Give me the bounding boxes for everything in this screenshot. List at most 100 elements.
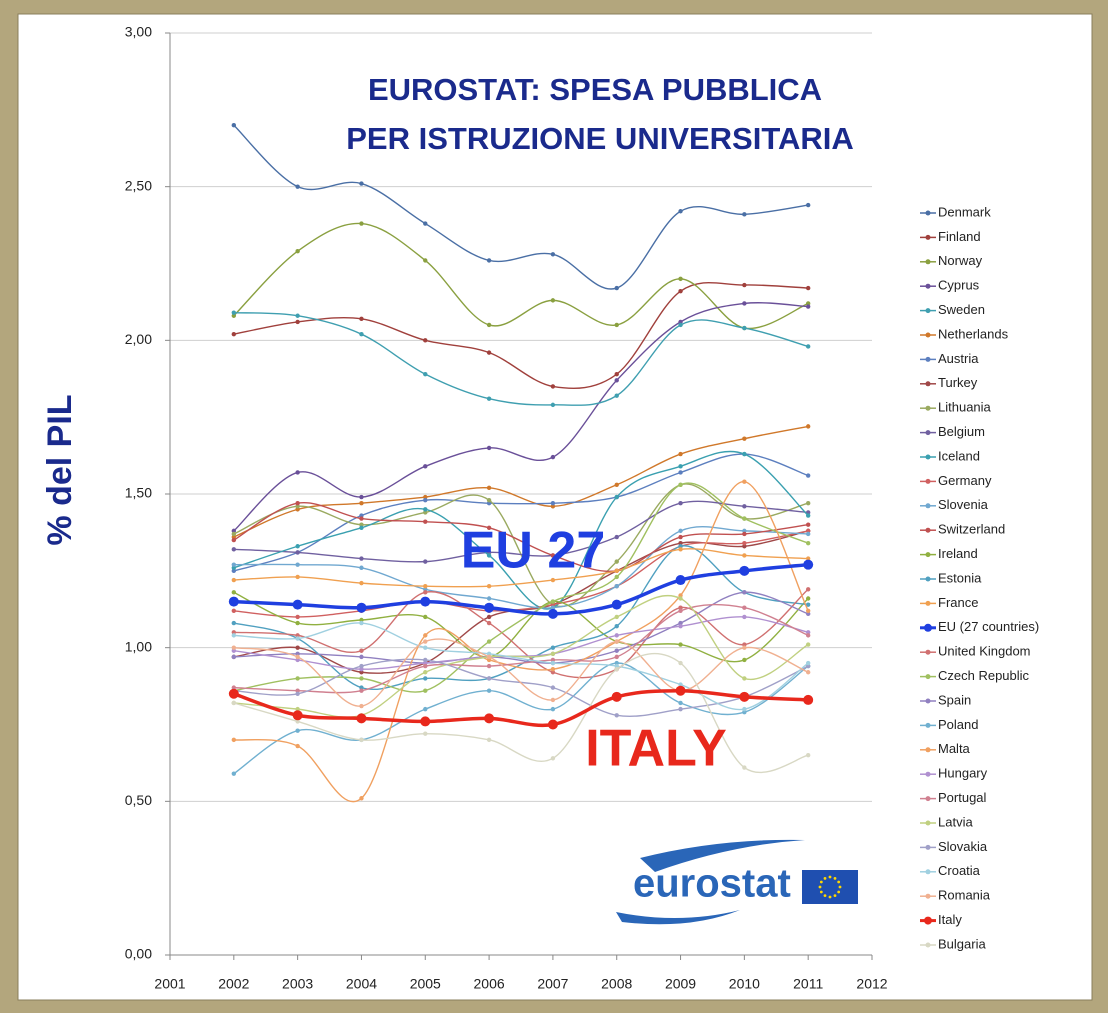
legend-label: Ireland <box>938 546 978 561</box>
legend-marker <box>925 942 931 948</box>
point <box>231 737 237 743</box>
legend-label: Turkey <box>938 375 978 390</box>
point <box>295 562 300 567</box>
point <box>486 639 492 644</box>
point <box>675 575 686 586</box>
point <box>228 596 239 607</box>
point <box>550 657 556 663</box>
point <box>295 319 300 325</box>
point <box>805 344 811 349</box>
point <box>742 642 747 647</box>
point <box>423 510 428 515</box>
legend-marker <box>925 234 931 240</box>
point <box>486 657 492 663</box>
legend-label: Denmark <box>938 204 991 219</box>
point <box>295 614 300 620</box>
point <box>231 331 237 337</box>
legend-label: Spain <box>938 692 971 707</box>
point <box>359 796 364 801</box>
point <box>678 464 683 469</box>
point <box>614 378 619 383</box>
point <box>295 313 300 318</box>
series-line <box>233 562 809 616</box>
point <box>742 528 747 534</box>
point <box>805 602 811 607</box>
point <box>805 611 811 617</box>
series-line <box>233 500 809 563</box>
point <box>678 660 683 666</box>
point <box>295 657 300 663</box>
point <box>614 623 619 629</box>
annotation: EU 27 <box>461 522 606 580</box>
point <box>486 553 492 558</box>
logo: eurostat <box>616 839 858 925</box>
legend-marker <box>925 698 931 704</box>
point <box>805 596 811 601</box>
point <box>742 479 747 484</box>
point <box>550 685 556 690</box>
point <box>486 350 492 355</box>
point <box>486 651 492 657</box>
point <box>742 531 747 537</box>
series-line <box>233 530 809 618</box>
point <box>486 258 492 263</box>
legend-marker <box>924 916 932 925</box>
legend-marker <box>925 796 931 802</box>
point <box>486 654 492 660</box>
x-tick-label: 2002 <box>218 976 249 992</box>
point <box>486 676 492 681</box>
point <box>295 654 300 660</box>
point <box>614 584 619 589</box>
legend-label: EU (27 countries) <box>938 619 1039 634</box>
point <box>678 288 683 294</box>
x-tick-label: 2001 <box>154 976 185 992</box>
point <box>231 537 237 543</box>
point <box>805 424 811 429</box>
flag-star <box>833 876 837 880</box>
point <box>423 614 428 620</box>
point <box>614 639 619 644</box>
point <box>486 688 492 693</box>
point <box>550 666 556 672</box>
point <box>742 706 747 712</box>
point <box>678 642 683 647</box>
flag-star <box>819 880 823 884</box>
point <box>486 737 492 743</box>
series-line <box>233 591 809 663</box>
point <box>678 482 683 487</box>
legend-marker <box>925 820 931 826</box>
point <box>614 482 619 487</box>
point <box>550 697 556 703</box>
legend-label: Italy <box>938 912 962 927</box>
point <box>805 304 811 309</box>
point <box>678 540 683 546</box>
point <box>486 497 492 503</box>
legend-label: Poland <box>938 717 978 732</box>
point <box>359 654 364 660</box>
point <box>486 663 492 669</box>
legend-marker <box>925 332 931 338</box>
legend-marker <box>924 623 932 632</box>
point <box>423 590 428 595</box>
point <box>805 301 811 306</box>
point <box>292 599 303 610</box>
x-tick-label: 2008 <box>601 976 632 992</box>
point <box>678 605 683 610</box>
point <box>486 584 492 589</box>
y-tick-label: 0,50 <box>125 792 152 808</box>
flag-star <box>828 875 832 879</box>
point <box>678 547 683 552</box>
legend-label: Iceland <box>938 448 980 463</box>
series-line <box>233 482 809 693</box>
point <box>739 691 750 702</box>
point <box>423 371 428 377</box>
point <box>739 565 750 576</box>
y-axis-label: % del PIL <box>41 394 79 545</box>
point <box>295 743 300 749</box>
point <box>550 384 556 389</box>
logo-swoosh <box>640 839 805 872</box>
point <box>359 522 364 527</box>
chart-title-line: PER ISTRUZIONE UNIVERSITARIA <box>346 121 854 156</box>
series-line <box>233 548 809 588</box>
series-line <box>233 481 809 803</box>
